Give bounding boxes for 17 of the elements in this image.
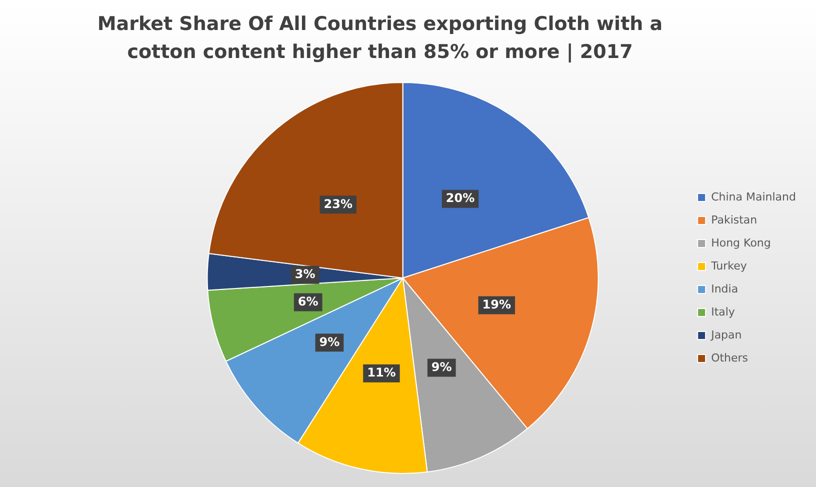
data-label: 3% — [294, 267, 316, 282]
legend-label: Others — [711, 351, 748, 364]
legend-label: Japan — [710, 328, 742, 342]
data-label: 9% — [431, 360, 452, 374]
data-label: 23% — [324, 196, 353, 211]
legend-label: Pakistan — [711, 213, 758, 226]
data-label: 6% — [298, 294, 318, 308]
legend-label: China Mainland — [711, 190, 796, 204]
legend-label: India — [711, 282, 738, 296]
data-label: 20% — [446, 191, 475, 206]
legend-label: Italy — [711, 305, 736, 318]
chart-title: Market Share Of All Countries exporting Cloth with a cotton content higher than 85% or more | 2017 — [96, 12, 664, 65]
data-label: 19% — [482, 297, 512, 312]
legend-label: Hong Kong — [711, 236, 771, 250]
data-label: 11% — [367, 366, 396, 380]
data-label: 9% — [319, 334, 340, 349]
legend-label: Turkey — [710, 259, 748, 272]
